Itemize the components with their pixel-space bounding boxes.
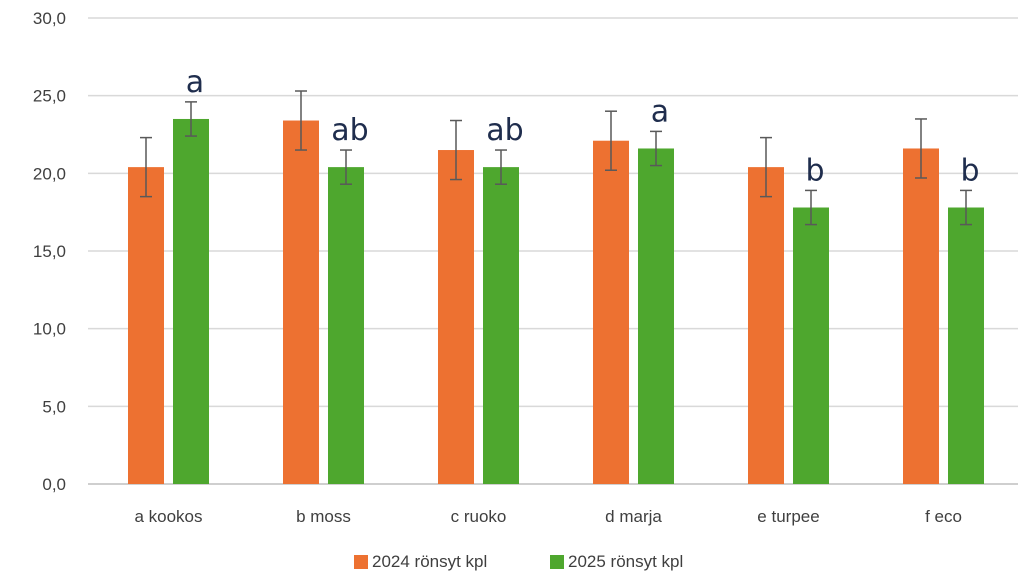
x-category-label: b moss — [296, 507, 351, 526]
y-tick-label: 10,0 — [33, 320, 66, 339]
significance-letter: b — [805, 153, 824, 188]
significance-letter: ab — [331, 113, 368, 148]
y-tick-label: 25,0 — [33, 87, 66, 106]
y-tick-label: 5,0 — [42, 397, 66, 416]
x-category-label: d marja — [605, 507, 662, 526]
legend-swatch — [354, 555, 368, 569]
x-category-label: a kookos — [134, 507, 202, 526]
bar — [483, 167, 519, 484]
bar — [903, 148, 939, 485]
bar — [438, 150, 474, 485]
significance-letter: b — [960, 153, 979, 188]
y-tick-label: 0,0 — [42, 475, 66, 494]
bar — [593, 140, 629, 485]
y-tick-label: 20,0 — [33, 164, 66, 183]
gridlines — [88, 17, 1018, 485]
bars — [128, 118, 984, 485]
legend-label: 2024 rönsyt kpl — [372, 552, 487, 571]
x-category-label: c ruoko — [451, 507, 507, 526]
significance-letter: ab — [486, 113, 523, 148]
bar — [948, 207, 984, 485]
error-bars — [140, 90, 972, 226]
y-axis-ticks: 0,0 5,0 10,0 15,0 20,0 25,0 30,0 — [33, 9, 66, 494]
bar — [748, 167, 784, 484]
x-axis-categories: a kookos b moss c ruoko d marja e turpee f ec… — [134, 507, 961, 526]
legend: 2024 rönsyt kpl 2025 rönsyt kpl — [354, 552, 683, 571]
y-tick-label: 30,0 — [33, 9, 66, 28]
bar — [793, 207, 829, 485]
bar — [638, 148, 674, 485]
x-category-label: f eco — [925, 507, 962, 526]
legend-label: 2025 rönsyt kpl — [568, 552, 683, 571]
significance-letter: a — [651, 94, 669, 129]
bar — [173, 118, 209, 484]
significance-letter: a — [186, 65, 204, 100]
bar — [328, 167, 364, 484]
bar — [283, 120, 319, 485]
x-category-label: e turpee — [757, 507, 819, 526]
y-tick-label: 15,0 — [33, 242, 66, 261]
legend-swatch — [550, 555, 564, 569]
bar — [128, 167, 164, 484]
